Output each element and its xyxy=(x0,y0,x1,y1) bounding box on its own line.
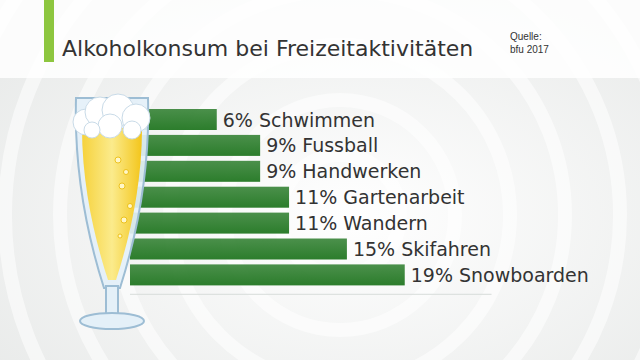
x-axis-line xyxy=(130,294,492,295)
category-label: Snowboarden xyxy=(459,264,589,286)
data-label: 15% xyxy=(353,238,395,260)
data-label: 9% xyxy=(266,134,296,156)
category-label: Schwimmen xyxy=(259,109,375,131)
foam xyxy=(123,121,141,139)
glass-beer xyxy=(82,128,142,280)
glass-stem xyxy=(106,286,118,316)
title: Alkoholkonsum bei Freizeitaktivitäten xyxy=(62,36,473,61)
bar xyxy=(130,135,260,156)
bubble xyxy=(128,204,133,209)
bar xyxy=(130,161,260,182)
beer-glass xyxy=(73,94,150,329)
data-label: 11% xyxy=(295,212,337,234)
category-label: Gartenarbeit xyxy=(343,186,464,208)
bar-label: 15% Skifahren xyxy=(353,238,491,260)
bar xyxy=(130,239,347,260)
bar-label: 9% Fussball xyxy=(266,134,378,156)
category-label: Wandern xyxy=(343,212,428,234)
glass-bowl xyxy=(76,98,148,288)
bg-ring xyxy=(5,0,640,360)
bar-label: 6% Schwimmen xyxy=(223,109,375,131)
header-band xyxy=(0,0,640,78)
bubble xyxy=(121,217,127,223)
source: bfu 2017 xyxy=(510,44,549,55)
bg-ring xyxy=(0,0,640,360)
bubble xyxy=(118,234,122,238)
labels: 6% Schwimmen 9% Fussball 9% Handwerken 11% Gart… xyxy=(223,109,589,286)
accent-strip xyxy=(44,0,54,62)
data-label: 11% xyxy=(295,186,337,208)
data-label: 9% xyxy=(266,160,296,182)
bg-ring xyxy=(60,0,620,360)
source: Quelle: xyxy=(510,31,542,42)
category-label: Fussball xyxy=(302,134,378,156)
bar xyxy=(130,213,289,234)
bar-label: 11% Wandern xyxy=(295,212,428,234)
glass-foot xyxy=(80,313,144,329)
bar xyxy=(130,187,289,208)
bar-label: 19% Snowboarden xyxy=(411,264,589,286)
bubble xyxy=(119,183,125,189)
foam xyxy=(98,114,122,138)
bar-label: 9% Handwerken xyxy=(266,160,421,182)
bar xyxy=(130,264,405,285)
bar-label: 11% Gartenarbeit xyxy=(295,186,465,208)
bubble xyxy=(115,157,121,163)
data-label: 19% xyxy=(411,264,453,286)
foam xyxy=(84,122,100,138)
category-label: Skifahren xyxy=(401,238,491,260)
bubble xyxy=(124,170,129,175)
chart: Alkoholkonsum bei Freizeitaktivitäten Que… xyxy=(0,0,640,360)
category-label: Handwerken xyxy=(302,160,421,182)
data-label: 6% xyxy=(223,109,253,131)
